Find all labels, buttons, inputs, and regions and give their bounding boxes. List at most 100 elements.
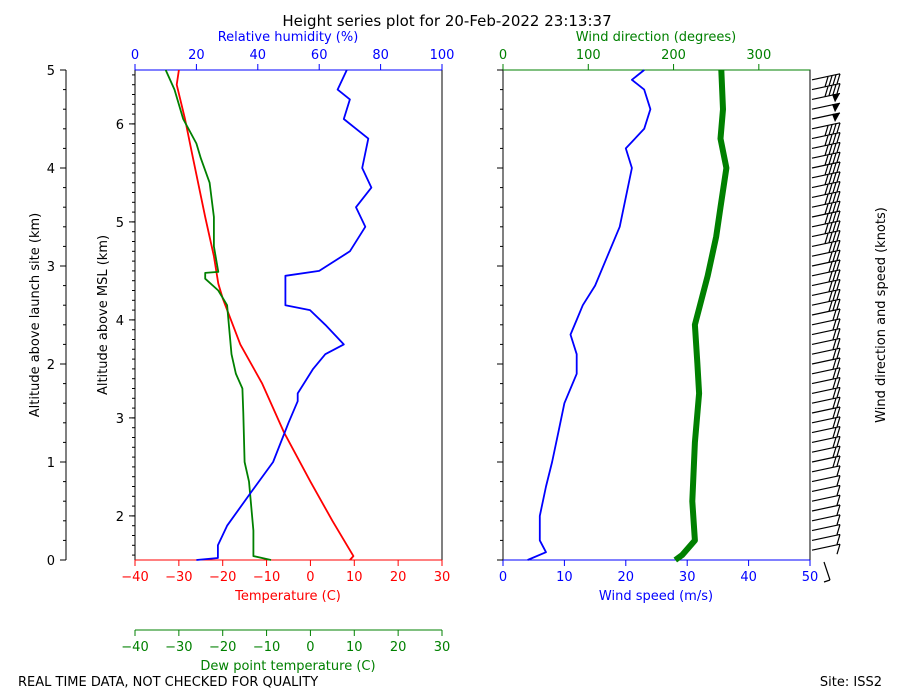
wind-speed-tick-label: 20 <box>618 570 635 585</box>
wind-barb <box>811 279 841 292</box>
temperature-tick-label: −10 <box>253 570 280 585</box>
wind-barb <box>811 112 841 122</box>
agl-tick-label: 0 <box>47 554 55 569</box>
footer-site: Site: ISS2 <box>820 675 882 690</box>
footer-disclaimer: REAL TIME DATA, NOT CHECKED FOR QUALITY <box>18 675 318 690</box>
wind-barb <box>811 543 841 555</box>
wind-barb <box>811 367 841 379</box>
wind-barb <box>811 318 841 330</box>
wind-barb <box>811 288 841 302</box>
wind-barb <box>811 484 841 496</box>
wind-barb <box>811 475 841 486</box>
wind-panel-frame <box>502 69 811 561</box>
wind-direction-tick-label: 0 <box>499 48 507 63</box>
wind-direction-line <box>673 69 730 563</box>
wind-barb <box>811 328 841 340</box>
wind-barb <box>811 337 841 350</box>
dewpoint-tick-label: −30 <box>165 640 192 655</box>
wind-barbs <box>811 73 841 583</box>
humidity-axis: Relative humidity (%) 0 20 40 60 80 100 <box>131 30 455 71</box>
agl-axis-label: Altitude above launch site (km) <box>28 213 43 417</box>
humidity-tick-label: 20 <box>188 48 205 63</box>
agl-tick-label: 1 <box>47 456 55 471</box>
temperature-line <box>175 69 355 561</box>
wind-panel-y-ticks <box>497 69 503 561</box>
wind-barb <box>811 132 841 146</box>
wind-barb <box>811 269 841 282</box>
wind-speed-tick-label: 30 <box>679 570 696 585</box>
temperature-tick-label: 30 <box>434 570 451 585</box>
humidity-tick-label: 80 <box>372 48 389 63</box>
wind-speed-line <box>527 69 652 561</box>
wind-barb <box>811 435 841 448</box>
agl-tick-label: 5 <box>47 64 55 79</box>
agl-tick-label: 2 <box>47 358 55 373</box>
wind-barb <box>811 151 841 166</box>
barbs-axis-label: Wind direction and speed (knots) <box>874 207 889 423</box>
dewpoint-tick-label: −20 <box>209 640 236 655</box>
temperature-tick-label: 10 <box>346 570 363 585</box>
wind-barb <box>811 386 841 399</box>
wind-barb <box>811 406 841 419</box>
wind-barb <box>811 416 841 428</box>
wind-direction-axis-label: Wind direction (degrees) <box>576 30 736 45</box>
wind-barb <box>811 210 841 225</box>
wind-barb <box>811 200 841 215</box>
msl-tick-label: 6 <box>116 118 124 133</box>
wind-barb <box>811 298 841 312</box>
msl-tick-label: 3 <box>116 412 124 427</box>
agl-axis: Altitude above launch site (km) 0 1 2 3 4 5 <box>28 64 67 569</box>
wind-barb <box>811 161 841 176</box>
dewpoint-tick-label: 30 <box>434 640 451 655</box>
wind-barb <box>811 533 841 545</box>
wind-direction-tick-label: 300 <box>746 48 771 63</box>
dewpoint-tick-label: 20 <box>390 640 407 655</box>
wind-barb <box>811 504 841 516</box>
temperature-axis-label: Temperature (C) <box>234 589 341 604</box>
msl-tick-label: 2 <box>116 510 124 525</box>
agl-tick-label: 4 <box>47 162 55 177</box>
wind-barb <box>811 102 841 113</box>
msl-tick-label: 5 <box>116 216 124 231</box>
wind-barb <box>811 377 841 389</box>
temperature-tick-label: −30 <box>165 570 192 585</box>
wind-speed-tick-label: 50 <box>802 570 819 585</box>
wind-barb <box>811 259 841 273</box>
wind-barb <box>811 122 841 136</box>
wind-barb <box>811 239 841 253</box>
wind-speed-tick-label: 0 <box>499 570 507 585</box>
dewpoint-tick-label: 10 <box>346 640 363 655</box>
wind-barb <box>811 494 841 506</box>
chart-title: Height series plot for 20-Feb-2022 23:13… <box>282 12 611 30</box>
wind-speed-tick-label: 10 <box>556 570 573 585</box>
wind-barb <box>811 249 841 263</box>
temperature-axis: Temperature (C) −40 −30 −20 −10 0 10 20 30 <box>121 559 451 604</box>
wind-direction-axis: Wind direction (degrees) 0 100 200 300 <box>499 30 810 71</box>
msl-axis: Altitude above MSL (km) 2 3 4 5 6 <box>96 74 135 556</box>
wind-barb <box>811 347 841 360</box>
dewpoint-axis: Dew point temperature (C) −40 −30 −20 −10 0 1… <box>121 629 451 674</box>
wind-barb <box>811 426 841 438</box>
wind-barb <box>811 308 841 321</box>
wind-barb <box>811 190 841 205</box>
wind-barb <box>811 230 841 244</box>
dewpoint-line <box>164 69 272 561</box>
wind-barb <box>811 514 841 525</box>
wind-direction-tick-label: 200 <box>661 48 686 63</box>
wind-barb <box>811 524 841 535</box>
wind-barb <box>811 455 841 468</box>
humidity-tick-label: 100 <box>430 48 455 63</box>
wind-direction-tick-label: 100 <box>576 48 601 63</box>
dewpoint-tick-label: −10 <box>253 640 280 655</box>
wind-barb <box>811 220 841 234</box>
wind-barb <box>811 92 841 103</box>
temperature-tick-label: 20 <box>390 570 407 585</box>
thermo-panel-frame <box>134 69 443 561</box>
wind-barb <box>811 73 841 87</box>
data-series <box>164 69 730 563</box>
dewpoint-axis-label: Dew point temperature (C) <box>200 659 375 674</box>
wind-speed-axis-label: Wind speed (m/s) <box>599 589 713 604</box>
wind-barb <box>811 181 841 195</box>
wind-speed-tick-label: 40 <box>740 570 757 585</box>
